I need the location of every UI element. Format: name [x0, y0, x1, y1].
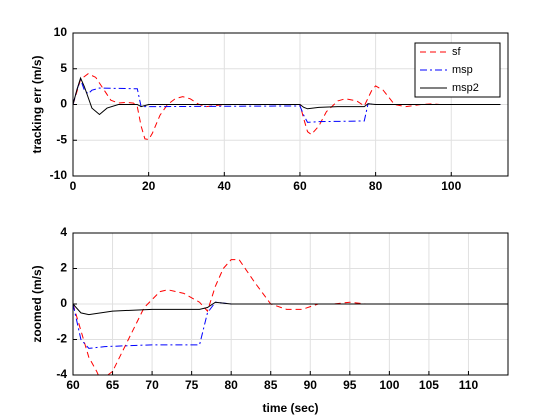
y-tick-label: -10 — [50, 168, 68, 182]
legend-label: sf — [452, 46, 462, 58]
x-tick-label: 65 — [106, 378, 120, 392]
axes-box — [72, 32, 509, 177]
line — [73, 77, 501, 123]
y-tick-label: 10 — [54, 25, 68, 39]
x-tick-label: 75 — [185, 378, 199, 392]
x-tick-label: 60 — [66, 378, 80, 392]
y-tick-label: 0 — [60, 97, 67, 111]
x-axis-label: time (sec) — [262, 401, 318, 415]
x-tick-label: 80 — [225, 378, 239, 392]
x-tick-label: 100 — [379, 378, 399, 392]
x-tick-label: 60 — [293, 179, 307, 193]
line — [73, 259, 508, 375]
y-tick-label: -5 — [56, 132, 67, 146]
y-tick-label: -4 — [56, 367, 67, 381]
x-tick-label: 20 — [142, 179, 156, 193]
x-tick-label: 90 — [304, 378, 318, 392]
y-tick-label: 5 — [60, 61, 67, 75]
x-tick-label: 40 — [218, 179, 232, 193]
line — [73, 301, 508, 316]
y-axis-label: zoomed (m/s) — [30, 265, 44, 342]
axes-box — [72, 232, 509, 376]
x-tick-label: 110 — [459, 378, 479, 392]
x-tick-label: 85 — [264, 378, 278, 392]
x-tick-label: 80 — [369, 179, 383, 193]
x-tick-label: 95 — [343, 378, 357, 392]
y-tick-label: -2 — [56, 332, 67, 346]
line — [73, 76, 501, 116]
legend-label: msp2 — [452, 82, 479, 94]
y-tick-label: 2 — [60, 261, 67, 275]
x-tick-label: 100 — [441, 179, 461, 193]
legend-label: msp — [452, 64, 473, 76]
x-tick-label: 105 — [419, 378, 439, 392]
y-axis-label: tracking err (m/s) — [30, 55, 44, 153]
y-tick-label: 4 — [60, 225, 67, 239]
x-tick-label: 70 — [145, 378, 159, 392]
x-tick-label: 0 — [70, 179, 77, 193]
y-tick-label: 0 — [60, 296, 67, 310]
